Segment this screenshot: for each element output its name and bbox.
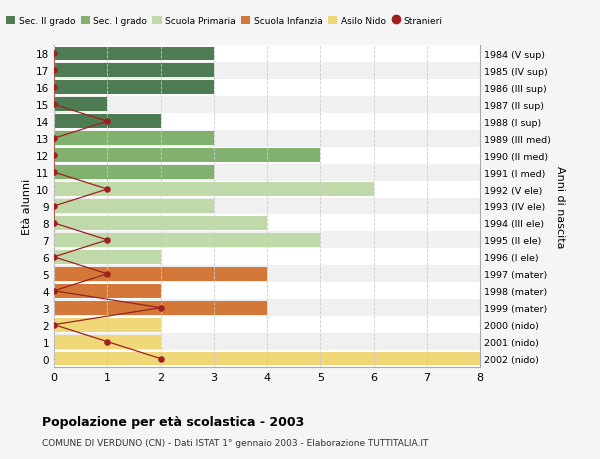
Bar — [54, 283, 480, 300]
Bar — [54, 149, 320, 163]
Bar — [54, 46, 480, 63]
Point — [49, 84, 59, 92]
Point — [49, 254, 59, 261]
Bar — [54, 215, 480, 232]
Bar — [54, 350, 480, 367]
Bar — [54, 80, 480, 97]
Point — [49, 67, 59, 75]
Bar — [54, 333, 480, 350]
Point — [103, 237, 112, 244]
Bar — [54, 249, 480, 266]
Point — [103, 338, 112, 346]
Bar — [54, 200, 214, 213]
Point — [156, 355, 166, 363]
Bar — [54, 284, 161, 298]
Bar — [54, 183, 373, 196]
Point — [49, 135, 59, 143]
Bar — [54, 300, 480, 316]
Bar — [54, 97, 480, 113]
Point — [49, 169, 59, 176]
Bar — [54, 113, 480, 130]
Point — [49, 220, 59, 227]
Bar — [54, 318, 161, 332]
Bar — [54, 115, 161, 129]
Bar — [54, 63, 480, 80]
Point — [103, 270, 112, 278]
Bar — [54, 335, 161, 349]
Bar — [54, 250, 161, 264]
Bar — [54, 166, 214, 179]
Bar — [54, 266, 480, 283]
Point — [49, 203, 59, 210]
Point — [156, 304, 166, 312]
Bar — [54, 217, 267, 230]
Bar — [54, 130, 480, 147]
Bar — [54, 181, 480, 198]
Point — [49, 287, 59, 295]
Bar — [54, 352, 480, 366]
Point — [49, 101, 59, 109]
Text: Popolazione per età scolastica - 2003: Popolazione per età scolastica - 2003 — [42, 415, 304, 428]
Bar — [54, 64, 214, 78]
Bar — [54, 232, 480, 249]
Bar — [54, 316, 480, 333]
Bar — [54, 301, 267, 315]
Bar — [54, 198, 480, 215]
Point — [103, 186, 112, 193]
Point — [49, 321, 59, 329]
Y-axis label: Anni di nascita: Anni di nascita — [555, 165, 565, 248]
Y-axis label: Età alunni: Età alunni — [22, 179, 32, 235]
Bar — [54, 98, 107, 112]
Bar — [54, 132, 214, 146]
Point — [49, 50, 59, 58]
Point — [49, 152, 59, 159]
Bar — [54, 47, 214, 62]
Bar — [54, 267, 267, 281]
Point — [103, 118, 112, 126]
Bar — [54, 234, 320, 247]
Legend: Sec. II grado, Sec. I grado, Scuola Primaria, Scuola Infanzia, Asilo Nido, Stran: Sec. II grado, Sec. I grado, Scuola Prim… — [4, 15, 445, 28]
Bar — [54, 81, 214, 95]
Text: COMUNE DI VERDUNO (CN) - Dati ISTAT 1° gennaio 2003 - Elaborazione TUTTITALIA.IT: COMUNE DI VERDUNO (CN) - Dati ISTAT 1° g… — [42, 438, 428, 448]
Bar — [54, 164, 480, 181]
Bar — [54, 147, 480, 164]
